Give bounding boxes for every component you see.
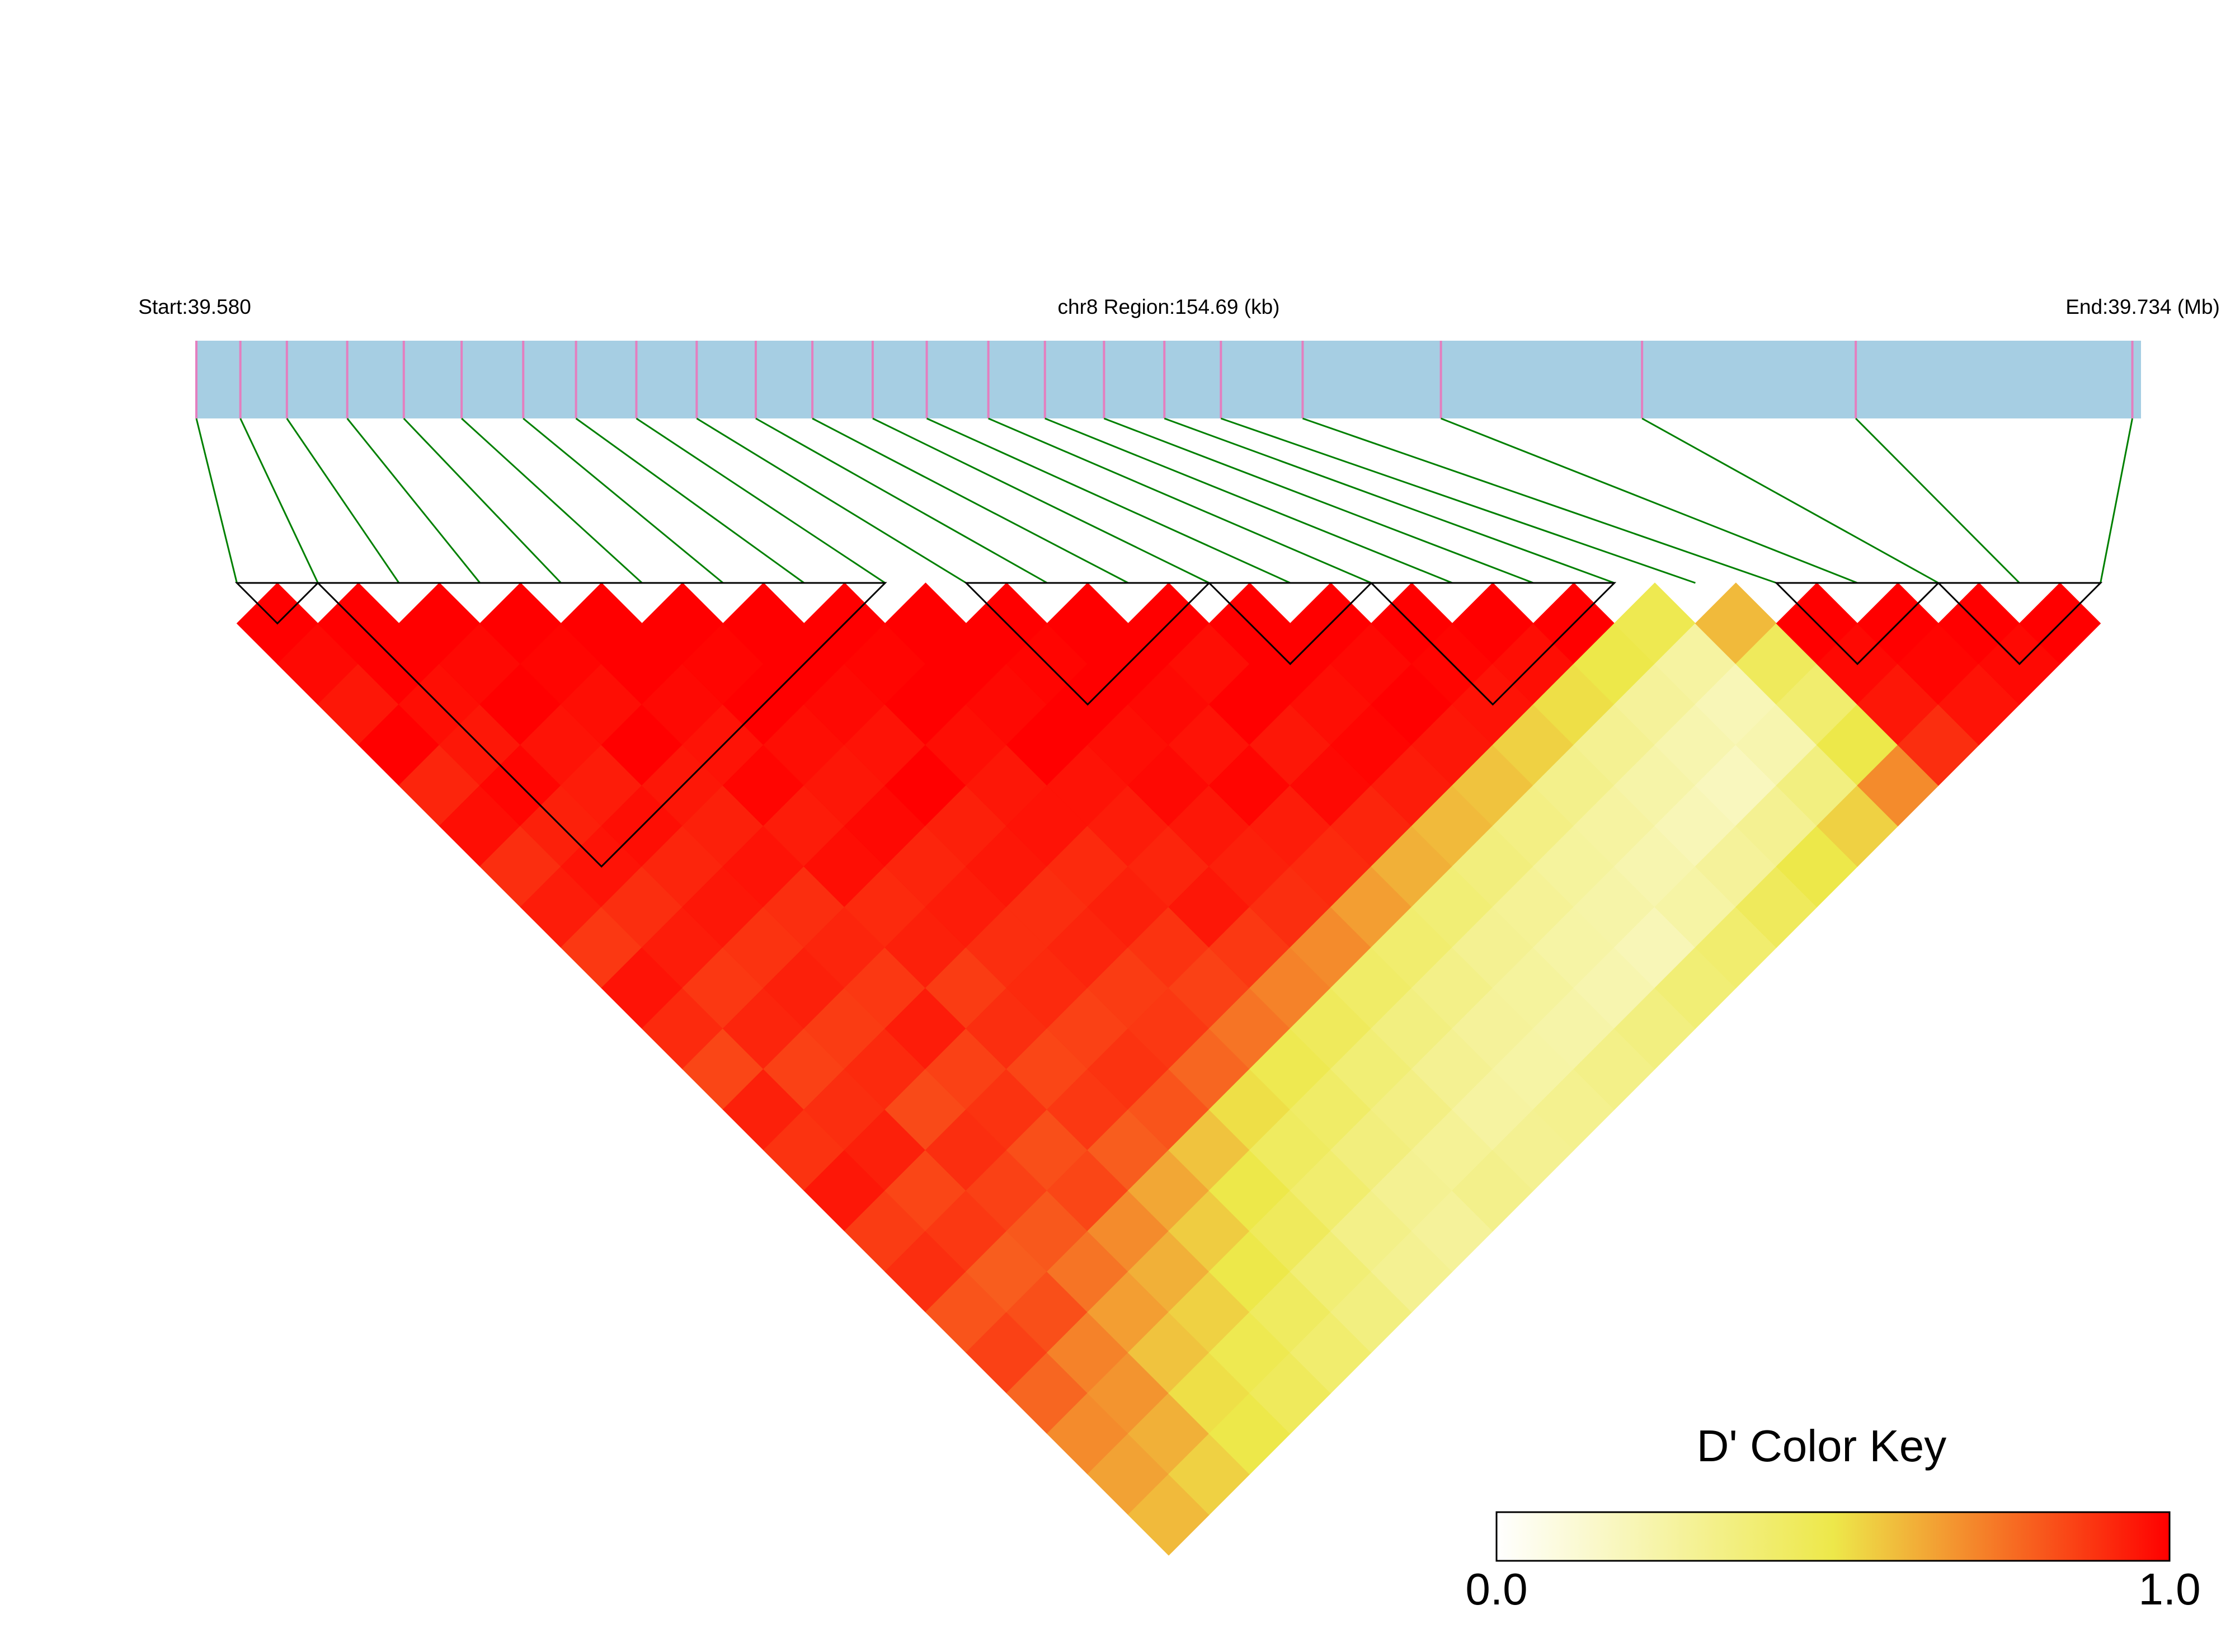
ld-block [1936, 582, 2103, 665]
snp-link [195, 418, 238, 583]
snp-link [461, 417, 643, 584]
snp-link [286, 418, 400, 583]
region-label: chr8 Region:154.69 (kb) [1058, 295, 1280, 318]
color-key [1495, 1511, 2171, 1562]
ld-block [1369, 582, 1617, 706]
snp-link [988, 417, 1372, 584]
snp-link [1441, 417, 1858, 584]
snp-link [403, 417, 562, 584]
snp-link [1103, 417, 1534, 584]
ld-block [316, 582, 887, 868]
snp-link [575, 417, 805, 584]
snp-link [1164, 417, 1615, 584]
snp-link [1855, 417, 2020, 584]
snp-link [926, 417, 1291, 584]
snp-link [523, 417, 724, 584]
snp-link [1220, 417, 1696, 584]
snp-link [696, 417, 967, 584]
key-tick-label: 1.0 [2138, 1564, 2200, 1614]
snp-link [755, 417, 1048, 584]
snp-bar [196, 341, 2141, 418]
start-label: Start:39.580 [138, 295, 251, 318]
ld-block [1207, 582, 1373, 665]
snp-link [1044, 417, 1453, 584]
ld-block [234, 582, 320, 625]
ld-block [1774, 582, 1941, 665]
snp-link [1641, 417, 1939, 584]
end-label: End:39.734 (Mb) [2065, 295, 2220, 318]
key-title: D' Color Key [1697, 1421, 1947, 1471]
snp-link [636, 417, 886, 584]
key-tick-label: 0.0 [1465, 1564, 1527, 1614]
snp-link [1302, 417, 1777, 584]
snp-link [2100, 418, 2133, 583]
snp-link [346, 418, 481, 583]
snp-link [812, 417, 1129, 584]
snp-link [872, 417, 1210, 584]
snp-link [239, 418, 319, 583]
ld-block [964, 582, 1212, 706]
